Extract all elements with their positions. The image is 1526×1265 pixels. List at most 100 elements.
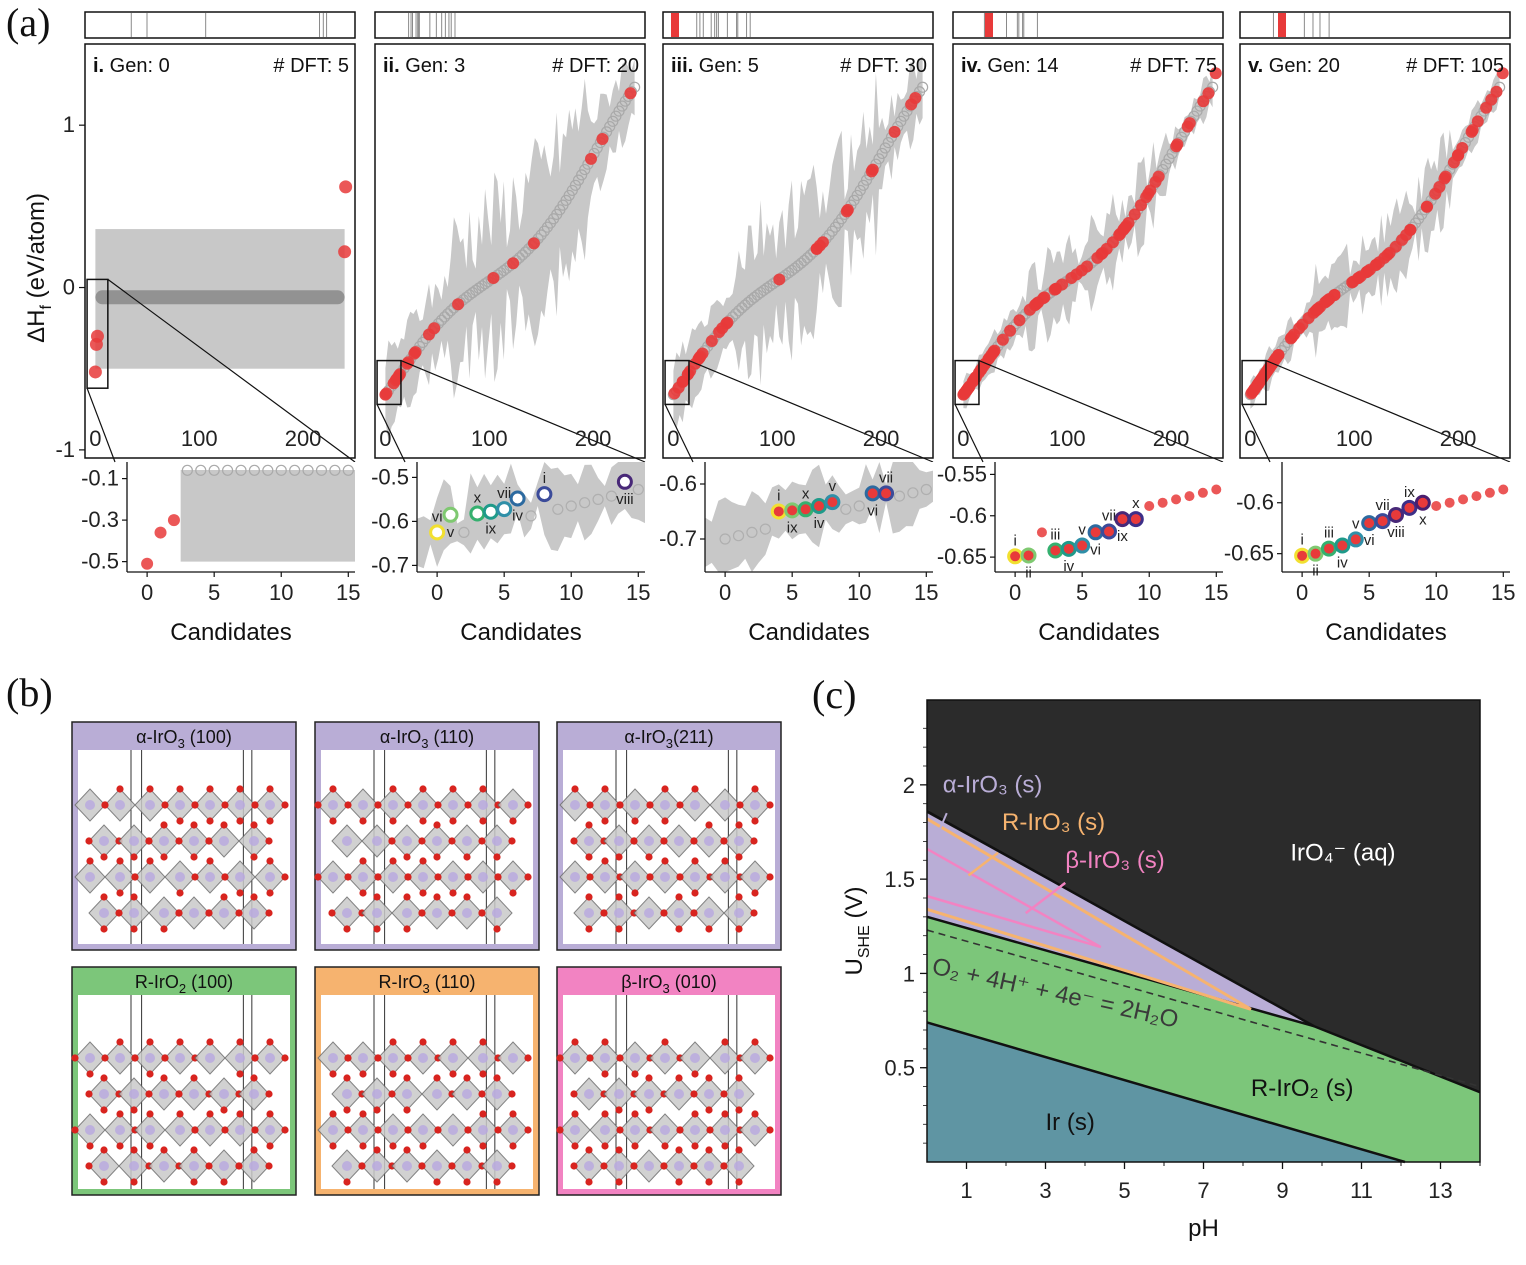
oxygen-atom [205, 837, 213, 845]
x-tick-label: 3 [1039, 1178, 1051, 1203]
oxygen-atom [766, 1054, 774, 1062]
oxygen-atom [571, 785, 579, 793]
oxygen-atom [615, 1178, 623, 1186]
oxygen-atom [675, 893, 683, 901]
candidate-point [876, 147, 888, 160]
candidate-point [576, 169, 588, 181]
iridium-atom [145, 800, 155, 810]
oxygen-atom [175, 837, 183, 845]
oxygen-atom [281, 1126, 289, 1134]
x-tick-label: 0 [667, 426, 679, 451]
x-tick-label: 100 [181, 426, 218, 451]
oxygen-atom [615, 925, 623, 933]
oxygen-atom [691, 857, 699, 865]
oxygen-atom [478, 837, 486, 845]
iridium-atom [418, 872, 428, 882]
slab-name: R-IrO [135, 972, 179, 992]
oxygen-atom [266, 1110, 274, 1118]
iridium-atom [750, 800, 760, 810]
iridium-atom [342, 908, 352, 918]
iridium-atom [265, 1053, 275, 1063]
iridium-atom [115, 1053, 125, 1063]
oxygen-atom [478, 909, 486, 917]
oxygen-atom [130, 893, 138, 901]
zoom-x-tick-label: 0 [1296, 580, 1308, 605]
zoom-marker-ring [482, 503, 499, 520]
uncertainty-band [673, 56, 923, 429]
oxygen-atom [691, 1110, 699, 1118]
oxygen-atom [116, 889, 124, 897]
oxygen-atom [493, 1074, 501, 1082]
zoom-candidate [275, 464, 287, 476]
slab-card: R-IrO3 (110) [314, 966, 540, 1196]
plot-frame [1239, 43, 1511, 459]
oxygen-atom [705, 925, 713, 933]
iridium-atom [660, 1125, 670, 1135]
oxygen-atom [236, 785, 244, 793]
iridium-atom [600, 1125, 610, 1135]
oxygen-atom [251, 1054, 259, 1062]
oxygen-atom [374, 801, 382, 809]
y-tick-label: 1.5 [884, 867, 915, 892]
oxygen-atom [389, 1142, 397, 1150]
zoom-connector [86, 387, 116, 463]
y-tick-label: 1 [63, 112, 75, 137]
dft-point [705, 335, 718, 348]
iridium-atom [358, 800, 368, 810]
oxygen-atom [464, 801, 472, 809]
zoom-marker-ring [442, 506, 459, 523]
oxygen-atom [616, 801, 624, 809]
oxygen-atom [735, 1106, 743, 1114]
y-label-sub: f [38, 305, 55, 310]
oxygen-atom [221, 801, 229, 809]
iridium-atom [175, 800, 185, 810]
oxygen-atom [418, 837, 426, 845]
iridium-atom [402, 908, 412, 918]
zoom-marker-ring [1087, 524, 1104, 541]
beta-pointer [1024, 881, 1067, 915]
dft-point [975, 363, 988, 376]
zoom-marker-ring [770, 503, 787, 520]
zoom-marker-label: iv [1337, 555, 1348, 572]
zoom-x-tick-label: 15 [1204, 580, 1228, 605]
oxygen-atom [645, 1106, 653, 1114]
oxygen-atom [220, 1106, 228, 1114]
oxygen-atom [585, 893, 593, 901]
dft-point [1142, 187, 1155, 200]
zoom-marker-ring [429, 524, 446, 541]
x-tick-label: 0 [379, 426, 391, 451]
zoom-y-tick-label: -0.6 [659, 471, 697, 496]
oxygen-atom [176, 817, 184, 825]
iridium-atom [418, 1053, 428, 1063]
y-label-main: U [841, 958, 868, 975]
dft-point [1496, 67, 1509, 80]
oxygen-atom [464, 873, 472, 881]
zoom-y-tick-label: -0.1 [81, 466, 119, 491]
oxygen-atom [433, 1178, 441, 1186]
oxygen-atom [646, 801, 654, 809]
oxygen-atom [571, 1142, 579, 1150]
oxygen-atom [661, 1038, 669, 1046]
zoom-x-tick-label: 5 [786, 580, 798, 605]
oxygen-atom [720, 1162, 728, 1170]
iridium-atom [265, 872, 275, 882]
dft-point [810, 242, 823, 255]
candidate-point [442, 308, 454, 320]
oxygen-atom [735, 925, 743, 933]
subpanel-title: v. Gen: 20 [1248, 55, 1340, 77]
oxygen-atom [220, 893, 228, 901]
iridium-atom [189, 1089, 199, 1099]
oxygen-atom [493, 1178, 501, 1186]
slab-sub: 3 [421, 736, 428, 751]
oxygen-atom [433, 853, 441, 861]
zoom-marker-ring [1101, 523, 1117, 540]
dft-point [1480, 101, 1493, 114]
zoom-marker-label: ix [1404, 484, 1415, 501]
iridium-atom [584, 1089, 594, 1099]
oxygen-atom [661, 857, 669, 865]
oxygen-atom [221, 873, 229, 881]
zoom-x-tick-label: 10 [1424, 580, 1448, 605]
iridium-atom [402, 1161, 412, 1171]
oxygen-atom [660, 837, 668, 845]
